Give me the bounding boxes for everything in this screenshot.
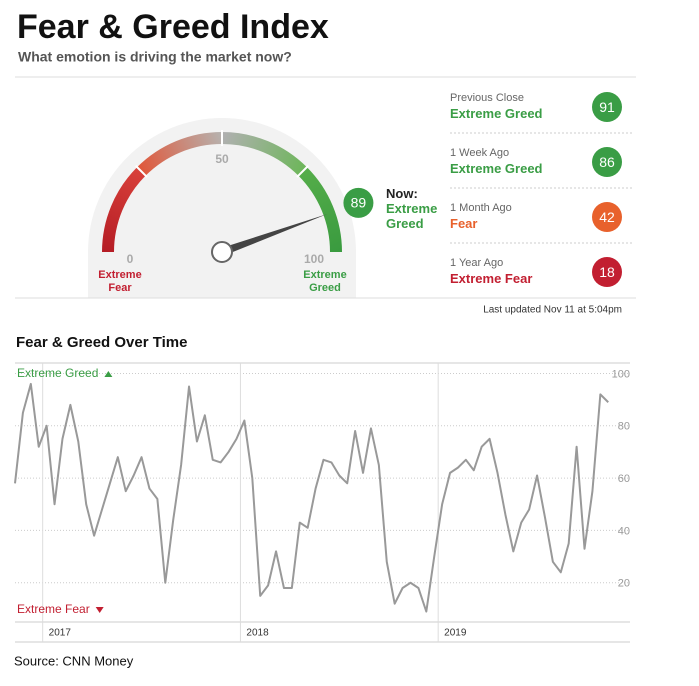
gauge-arc: [137, 132, 223, 176]
gauge-tick-label: 100: [304, 252, 324, 266]
history-row: 1 Year Ago Extreme Fear 18: [450, 245, 632, 300]
history-rating: Extreme Greed: [450, 106, 543, 121]
now-rating: Extreme Greed: [386, 201, 438, 231]
history-row: 1 Week Ago Extreme Greed 86: [450, 135, 632, 190]
chart-title: Fear & Greed Over Time: [16, 334, 187, 351]
title: Fear & Greed Index: [17, 8, 329, 46]
last-updated: Last updated Nov 11 at 5:04pm: [483, 305, 622, 316]
history-value: 91: [592, 92, 622, 122]
history-value: 86: [592, 147, 622, 177]
annotation: Extreme Fear: [17, 602, 90, 616]
subtitle: What emotion is driving the market now?: [18, 49, 292, 65]
gauge-divider: [135, 165, 148, 178]
history-value: 42: [592, 202, 622, 232]
gauge-tick-label: 50: [215, 152, 229, 166]
y-tick-label: 20: [618, 578, 630, 590]
now-box: Now: Extreme Greed: [386, 186, 446, 231]
history-value: 18: [592, 257, 622, 287]
history-rating: Extreme Greed: [450, 161, 543, 176]
y-tick-label: 40: [618, 525, 630, 537]
history-label: Previous Close: [450, 92, 524, 104]
gauge-arc: [102, 167, 146, 253]
gauge-value: 89: [351, 195, 367, 211]
history-label: 1 Week Ago: [450, 147, 510, 159]
line-series: [14, 382, 609, 613]
now-label: Now:: [386, 186, 418, 201]
x-tick-label: 2017: [49, 628, 72, 639]
line-chart: 20 40 60 80 100 2017 2018 2019 Extreme Greed Extr…: [14, 363, 630, 642]
history-rating: Fear: [450, 216, 478, 231]
y-tick-label: 60: [618, 473, 630, 485]
gauge-max-label: Extreme Greed: [303, 269, 347, 294]
x-tick-label: 2018: [246, 628, 269, 639]
x-tick-label: 2019: [444, 628, 467, 639]
history-label: 1 Year Ago: [450, 257, 504, 269]
gauge-min-label: Extreme Fear: [98, 269, 142, 294]
history-rating: Extreme Fear: [450, 271, 533, 286]
gauge-arc: [298, 167, 342, 253]
gauge-tick-label: 0: [127, 252, 134, 266]
history-row: Previous Close Extreme Greed 91: [450, 80, 632, 135]
history-row: 1 Month Ago Fear 42: [450, 190, 632, 245]
source: Source: CNN Money: [14, 653, 134, 668]
history-label: 1 Month Ago: [450, 202, 512, 214]
gauge-hub: [211, 241, 233, 263]
gauge-value-badge: [343, 187, 374, 218]
annotation-arrow: [95, 607, 104, 613]
y-tick-label: 100: [612, 368, 630, 380]
y-tick-label: 80: [618, 421, 630, 433]
gauge-divider: [296, 165, 309, 178]
gauge: 0 50 100 89: [102, 130, 374, 266]
annotation: Extreme Greed: [17, 366, 98, 380]
gauge-needle: [220, 214, 328, 256]
annotation-arrow: [104, 371, 113, 377]
gauge-arc: [221, 132, 307, 176]
